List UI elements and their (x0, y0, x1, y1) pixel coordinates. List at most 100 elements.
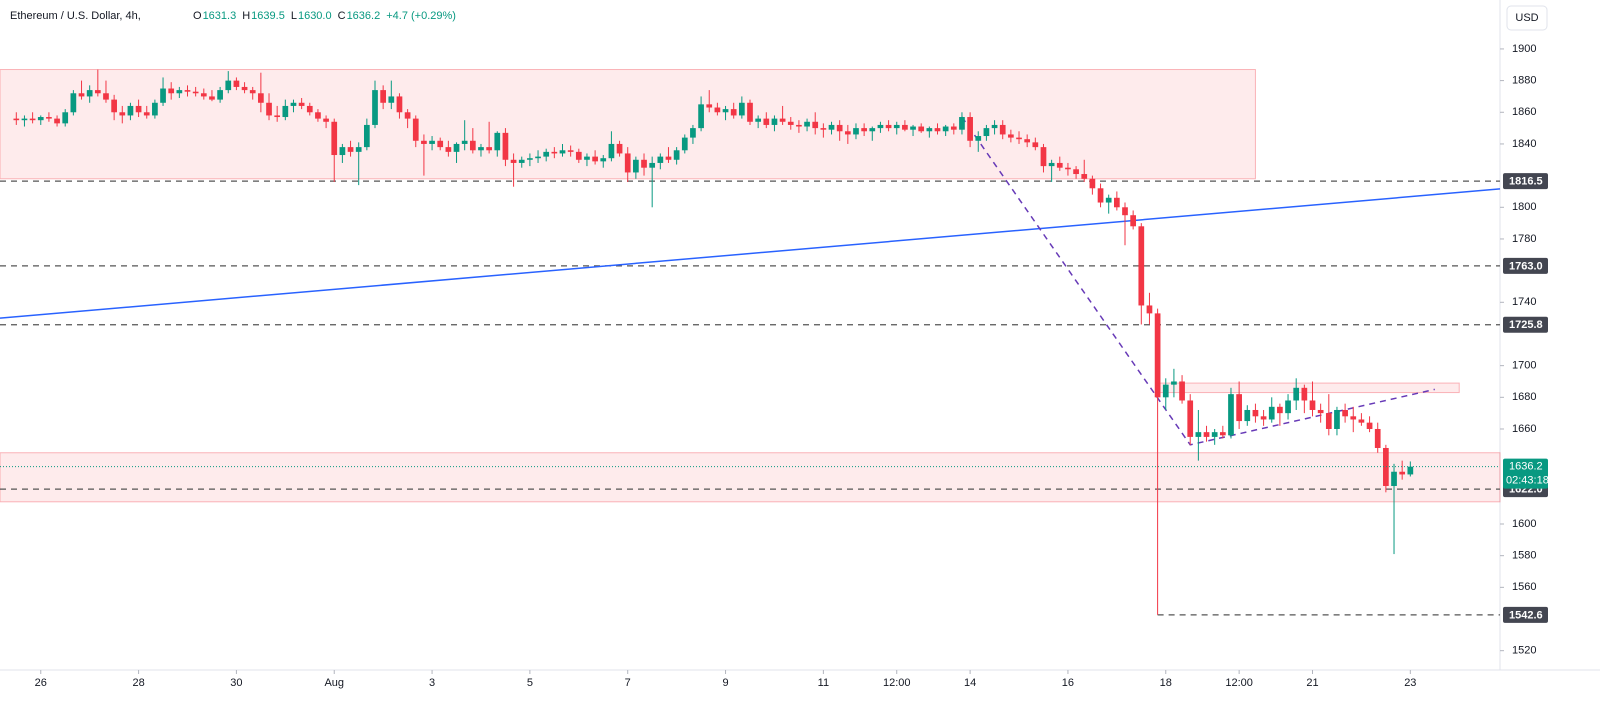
x-tick-label: 3 (429, 677, 435, 689)
candle-body (918, 126, 925, 132)
y-tick-label: 1580 (1512, 550, 1536, 562)
candle-body (1366, 422, 1373, 429)
candle-body (1105, 197, 1112, 203)
y-tick-label: 1680 (1512, 391, 1536, 403)
candle-body (54, 118, 60, 124)
candle-body (62, 112, 69, 124)
ohlc-value: 1636.2 (347, 10, 381, 22)
candle-body (94, 90, 101, 94)
candle-body (535, 156, 541, 159)
y-tick-label: 1660 (1512, 423, 1536, 435)
candle-body (673, 150, 680, 160)
y-tick-label: 1780 (1512, 233, 1536, 245)
candle-body (787, 121, 794, 125)
y-tick-label: 1800 (1512, 201, 1536, 213)
candle-body (429, 140, 435, 144)
candle-body (812, 121, 819, 129)
candle-body (323, 118, 329, 122)
candle-body (249, 90, 256, 94)
last-price-label: 1636.2 (1509, 461, 1543, 473)
candle-body (1195, 432, 1202, 437)
candle-body (641, 159, 647, 168)
candle-body (1203, 432, 1210, 437)
candle-body (633, 159, 639, 173)
candle-body (828, 124, 835, 130)
x-tick-label: 14 (964, 677, 976, 689)
candle-body (1285, 400, 1291, 414)
candle-body (1268, 406, 1275, 420)
level-label-box (1503, 606, 1548, 623)
candle-body (616, 143, 623, 154)
candle-body (1244, 409, 1251, 422)
candle-body (152, 102, 158, 116)
countdown-label: 02:43:18 (1506, 475, 1549, 487)
candle-body (192, 91, 199, 94)
candle-body (217, 90, 223, 100)
candle-body (796, 124, 802, 127)
candle-body (1350, 416, 1357, 420)
currency-button[interactable] (1506, 5, 1548, 31)
x-tick-label: 9 (722, 677, 728, 689)
candle-body (844, 131, 851, 135)
candle-body (1228, 394, 1234, 436)
x-tick-label: 12:00 (883, 677, 911, 689)
candle-body (1146, 305, 1153, 314)
candle-body (1187, 400, 1194, 437)
candle-body (445, 147, 452, 152)
candle-body (600, 158, 607, 162)
candle-body (266, 102, 272, 116)
candle-body (1325, 413, 1332, 429)
candle-body (78, 93, 85, 97)
candle-body (1277, 406, 1283, 414)
candle-body (1211, 432, 1218, 437)
candle-body (1016, 137, 1022, 140)
candle-body (478, 147, 484, 151)
ohlc-key: L (291, 10, 297, 22)
candle-body (135, 105, 142, 113)
x-tick-label: 7 (625, 677, 631, 689)
candle-body (665, 156, 672, 160)
level-label: 1542.6 (1509, 609, 1543, 621)
candle-body (942, 126, 949, 132)
candle-body (885, 124, 892, 129)
candle-body (747, 102, 753, 122)
candle-body (258, 93, 264, 103)
x-tick-label: 16 (1062, 677, 1074, 689)
candle-body (453, 143, 460, 152)
symbol: Ethereum / U.S. Dollar, 4h, (10, 10, 141, 22)
last-price-box (1503, 458, 1548, 489)
candle-body (991, 124, 998, 129)
y-tick-label: 1600 (1512, 518, 1536, 530)
candle-body (853, 128, 859, 135)
candle-body (200, 93, 207, 97)
ohlc-key: H (242, 10, 250, 22)
candle-body (608, 143, 615, 159)
candle-body (143, 112, 150, 116)
candle-body (119, 112, 126, 116)
x-tick-label: 23 (1404, 677, 1416, 689)
x-tick-label: 28 (132, 677, 144, 689)
candle-body (331, 121, 338, 156)
ohlc-key: C (338, 10, 346, 22)
candle-body (86, 90, 93, 97)
candle-body (494, 132, 501, 151)
candle-body (1334, 409, 1340, 429)
candle-body (861, 128, 867, 132)
candle-body (1407, 466, 1414, 475)
candle-body (967, 117, 973, 141)
candle-body (1171, 381, 1177, 385)
candle-body (1342, 409, 1348, 417)
candle-body (1122, 207, 1128, 216)
candle-body (999, 124, 1006, 135)
candle-body (21, 118, 28, 121)
candle-body (347, 147, 354, 152)
candle-body (388, 96, 395, 103)
plot-area (0, 69, 1501, 616)
candle-body (1179, 381, 1185, 401)
candle-body (1154, 313, 1161, 398)
candle-body (559, 150, 566, 154)
candle-body (421, 140, 427, 144)
x-tick-label: 30 (230, 677, 242, 689)
y-tick-label: 1700 (1512, 360, 1536, 372)
